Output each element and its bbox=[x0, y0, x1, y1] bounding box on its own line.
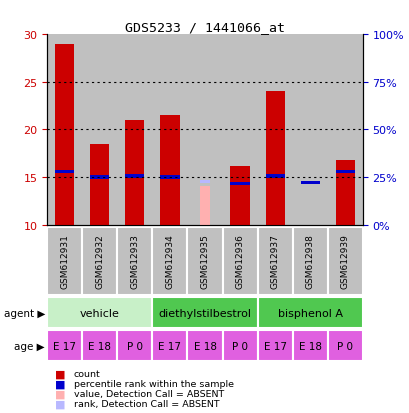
Bar bbox=[47, 35, 82, 225]
Bar bbox=[125, 121, 144, 225]
Bar bbox=[327, 35, 362, 225]
Bar bbox=[47, 330, 82, 361]
Bar bbox=[265, 175, 284, 178]
Bar bbox=[160, 176, 179, 179]
Bar bbox=[117, 35, 152, 225]
Bar bbox=[292, 35, 327, 225]
Text: GSM612935: GSM612935 bbox=[200, 234, 209, 289]
Text: E 18: E 18 bbox=[88, 341, 111, 351]
Text: GSM612933: GSM612933 bbox=[130, 234, 139, 289]
Text: P 0: P 0 bbox=[337, 341, 353, 351]
Text: rank, Detection Call = ABSENT: rank, Detection Call = ABSENT bbox=[74, 399, 219, 408]
Text: percentile rank within the sample: percentile rank within the sample bbox=[74, 379, 233, 388]
Bar bbox=[160, 116, 179, 225]
Bar bbox=[152, 35, 187, 225]
Text: bisphenol A: bisphenol A bbox=[277, 308, 342, 318]
Bar bbox=[257, 227, 292, 295]
Bar bbox=[47, 297, 152, 328]
Text: E 17: E 17 bbox=[263, 341, 286, 351]
Text: value, Detection Call = ABSENT: value, Detection Call = ABSENT bbox=[74, 389, 223, 398]
Text: GSM612932: GSM612932 bbox=[95, 234, 104, 289]
Text: E 18: E 18 bbox=[298, 341, 321, 351]
Bar bbox=[90, 176, 109, 179]
Text: E 17: E 17 bbox=[158, 341, 181, 351]
Title: GDS5233 / 1441066_at: GDS5233 / 1441066_at bbox=[125, 21, 284, 34]
Text: E 18: E 18 bbox=[193, 341, 216, 351]
Text: ■: ■ bbox=[55, 369, 66, 379]
Text: GSM612934: GSM612934 bbox=[165, 234, 174, 289]
Bar bbox=[117, 330, 152, 361]
Bar bbox=[335, 170, 354, 173]
Bar bbox=[82, 227, 117, 295]
Bar bbox=[257, 297, 362, 328]
Text: GSM612936: GSM612936 bbox=[235, 234, 244, 289]
Bar bbox=[90, 145, 109, 225]
Text: GSM612939: GSM612939 bbox=[340, 234, 349, 289]
Bar bbox=[187, 35, 222, 225]
Text: ■: ■ bbox=[55, 389, 66, 399]
Text: diethylstilbestrol: diethylstilbestrol bbox=[158, 308, 251, 318]
Bar bbox=[222, 227, 257, 295]
Text: ■: ■ bbox=[55, 399, 66, 408]
Text: age ▶: age ▶ bbox=[14, 341, 45, 351]
Bar bbox=[327, 227, 362, 295]
Bar bbox=[230, 183, 249, 186]
Bar bbox=[265, 92, 284, 225]
Text: GSM612937: GSM612937 bbox=[270, 234, 279, 289]
Bar bbox=[187, 330, 222, 361]
Bar bbox=[199, 186, 210, 225]
Bar bbox=[335, 161, 354, 225]
Bar bbox=[117, 227, 152, 295]
Bar bbox=[47, 227, 82, 295]
Bar bbox=[230, 166, 249, 225]
Text: count: count bbox=[74, 369, 100, 378]
Text: E 17: E 17 bbox=[53, 341, 76, 351]
Text: GSM612938: GSM612938 bbox=[305, 234, 314, 289]
Bar bbox=[152, 297, 257, 328]
Bar bbox=[222, 35, 257, 225]
Bar bbox=[152, 330, 187, 361]
Bar bbox=[125, 175, 144, 178]
Bar bbox=[152, 227, 187, 295]
Text: GSM612931: GSM612931 bbox=[60, 234, 69, 289]
Text: ■: ■ bbox=[55, 379, 66, 389]
Text: P 0: P 0 bbox=[231, 341, 247, 351]
Text: vehicle: vehicle bbox=[80, 308, 119, 318]
Bar bbox=[327, 330, 362, 361]
Bar bbox=[257, 35, 292, 225]
Bar bbox=[292, 330, 327, 361]
Bar bbox=[199, 180, 210, 184]
Bar bbox=[187, 227, 222, 295]
Bar bbox=[257, 330, 292, 361]
Bar bbox=[82, 330, 117, 361]
Bar bbox=[292, 227, 327, 295]
Text: P 0: P 0 bbox=[126, 341, 142, 351]
Bar bbox=[82, 35, 117, 225]
Text: agent ▶: agent ▶ bbox=[4, 308, 45, 318]
Bar bbox=[300, 182, 319, 185]
Bar bbox=[55, 170, 74, 173]
Bar bbox=[55, 45, 74, 225]
Bar bbox=[222, 330, 257, 361]
